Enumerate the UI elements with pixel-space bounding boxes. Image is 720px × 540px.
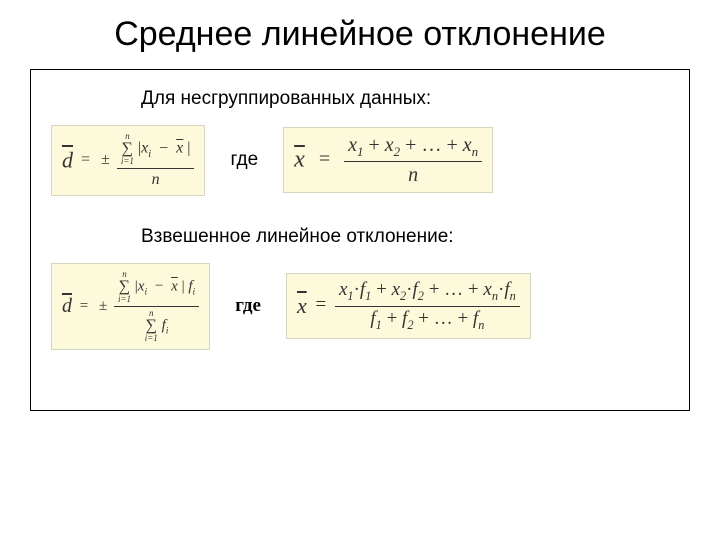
abs-bar: |: [187, 140, 190, 157]
x-bar-lhs: x: [297, 293, 307, 318]
section2-row: d = ± n ∑ i=1 |xi − x | fi: [51, 263, 669, 350]
formula-d-ungrouped: d = ± n ∑ i=1 |xi − x | n: [51, 125, 205, 196]
x-bar: x: [171, 278, 178, 294]
equals-sign: =: [319, 148, 330, 170]
abs-bar: |: [182, 278, 185, 294]
d-bar: d: [62, 147, 73, 172]
equals-sign: =: [81, 151, 90, 168]
plus-minus: ±: [101, 151, 110, 168]
formula-d-weighted: d = ± n ∑ i=1 |xi − x | fi: [51, 263, 210, 350]
page-title: Среднее линейное отклонение: [30, 15, 690, 54]
minus-sign: −: [159, 140, 168, 157]
minus-sign: −: [155, 278, 163, 294]
slide: Среднее линейное отклонение Для несгрупп…: [0, 0, 720, 540]
denominator-n: n: [117, 169, 195, 189]
where-label-2: где: [235, 295, 261, 317]
denominator: f1 + f2 + … + fn: [335, 307, 520, 332]
denominator: n ∑ i=1 fi: [114, 307, 199, 343]
formula-xbar-weighted: x = x1·f1 + x2·f2 + … + xn·fn f1 + f2 + …: [286, 273, 531, 339]
x-bar-lhs: x: [294, 147, 305, 173]
denominator-n: n: [344, 162, 482, 186]
plus-minus: ±: [99, 298, 107, 314]
numerator: x1·f1 + x2·f2 + … + xn·fn: [335, 280, 520, 306]
numerator: x1 + x2 + … + xn: [344, 134, 482, 162]
sigma-icon: n ∑ i=1: [118, 270, 131, 304]
section2-heading: Взвешенное линейное отклонение:: [141, 226, 669, 248]
d-bar: d: [62, 295, 72, 317]
formula-xbar-ungrouped: x = x1 + x2 + … + xn n: [283, 127, 493, 193]
sigma-icon: n ∑ i=1: [121, 132, 134, 166]
section1-heading: Для несгруппированных данных:: [141, 88, 669, 110]
section1-row: d = ± n ∑ i=1 |xi − x | n: [51, 125, 669, 196]
content-box: Для несгруппированных данных: d = ± n ∑ …: [30, 69, 690, 411]
sigma-icon: n ∑ i=1: [145, 309, 158, 343]
x-bar: x: [176, 140, 183, 157]
equals-sign: =: [315, 294, 326, 315]
where-label-1: где: [230, 149, 258, 171]
equals-sign: =: [80, 298, 88, 314]
